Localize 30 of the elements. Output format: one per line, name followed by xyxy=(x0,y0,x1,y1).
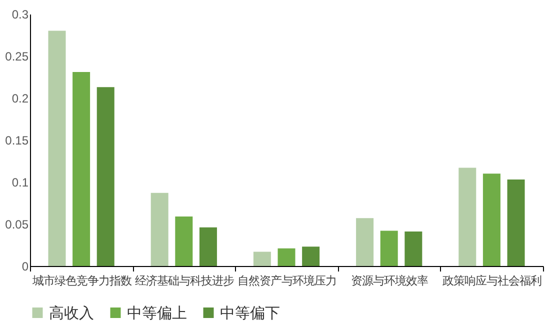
x-tick-label: 城市绿色竞争力指数 xyxy=(31,274,132,288)
y-tick-label: 0.1 xyxy=(12,176,29,190)
legend-label: 高收入 xyxy=(49,304,94,322)
bar xyxy=(482,174,500,266)
bar xyxy=(199,227,217,266)
bar xyxy=(507,179,525,266)
bar xyxy=(356,218,374,266)
bar xyxy=(175,216,193,266)
bar xyxy=(253,252,271,266)
y-tick-label: 0.05 xyxy=(5,218,29,232)
bar xyxy=(404,232,422,266)
bar xyxy=(96,87,114,266)
y-tick-label: 0 xyxy=(22,260,29,274)
bar xyxy=(458,168,476,266)
bar xyxy=(302,246,320,266)
bar xyxy=(48,30,66,266)
bar xyxy=(380,230,398,266)
legend-label: 中等偏上 xyxy=(127,304,187,322)
x-tick-label: 自然资产与环境压力 xyxy=(238,274,336,288)
x-tick-label: 经济基础与科技进步 xyxy=(134,274,234,288)
bar xyxy=(278,248,296,266)
y-tick-label: 0.15 xyxy=(5,134,29,148)
x-tick-label: 资源与环境效率 xyxy=(351,274,428,288)
y-tick-label: 0.3 xyxy=(12,8,29,22)
y-tick-label: 0.2 xyxy=(12,92,29,106)
legend-label: 中等偏下 xyxy=(220,304,280,322)
y-tick-label: 0.25 xyxy=(5,50,29,64)
bar xyxy=(150,192,168,266)
x-tick-label: 政策响应与社会福利 xyxy=(442,274,542,288)
bar xyxy=(72,72,90,266)
